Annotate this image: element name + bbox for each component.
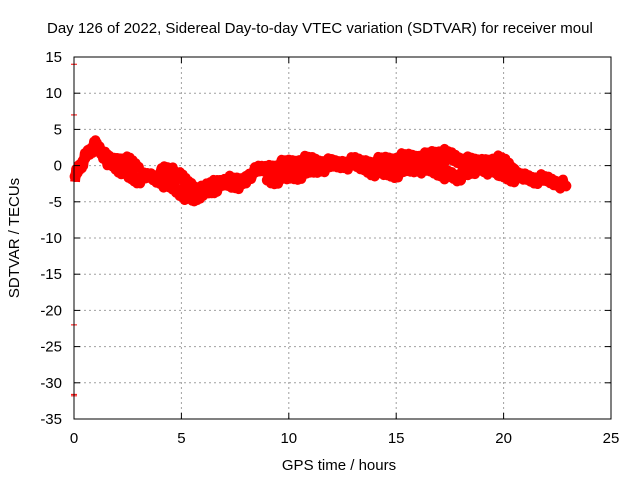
x-tick-label: 10 xyxy=(280,430,297,447)
x-tick-label: 20 xyxy=(495,430,512,447)
y-tick-label: -30 xyxy=(40,375,62,392)
y-tick-label: -35 xyxy=(40,411,62,428)
series-track-texture xyxy=(455,156,518,181)
y-tick-label: -25 xyxy=(40,339,62,356)
x-tick-label: 25 xyxy=(603,430,620,447)
x-tick-label: 0 xyxy=(70,430,78,447)
y-tick-label: -15 xyxy=(40,266,62,283)
chart-title: Day 126 of 2022, Sidereal Day-to-day VTE… xyxy=(47,20,593,37)
data-series xyxy=(69,63,572,397)
y-tick-label: -10 xyxy=(40,230,62,247)
x-tick-labels: 0 5 10 15 20 25 xyxy=(70,430,620,447)
y-tick-label: -5 xyxy=(49,194,62,211)
series-track-texture xyxy=(262,154,464,190)
grid-lines xyxy=(74,57,611,419)
x-tick-label: 5 xyxy=(177,430,185,447)
axis-ticks xyxy=(73,56,612,420)
y-tick-label: 0 xyxy=(54,158,62,175)
y-axis-label: SDTVAR / TECUs xyxy=(6,178,23,298)
x-tick-label: 15 xyxy=(388,430,405,447)
series-track-texture xyxy=(101,150,142,173)
y-tick-label: 5 xyxy=(54,121,62,138)
y-tick-labels: -35 -30 -25 -20 -15 -10 -5 0 5 10 15 xyxy=(40,49,62,428)
series-track-texture xyxy=(150,161,249,201)
x-axis-label: GPS time / hours xyxy=(282,457,396,474)
y-tick-label: 10 xyxy=(45,85,62,102)
y-tick-label: -20 xyxy=(40,302,62,319)
y-tick-label: 15 xyxy=(45,49,62,66)
